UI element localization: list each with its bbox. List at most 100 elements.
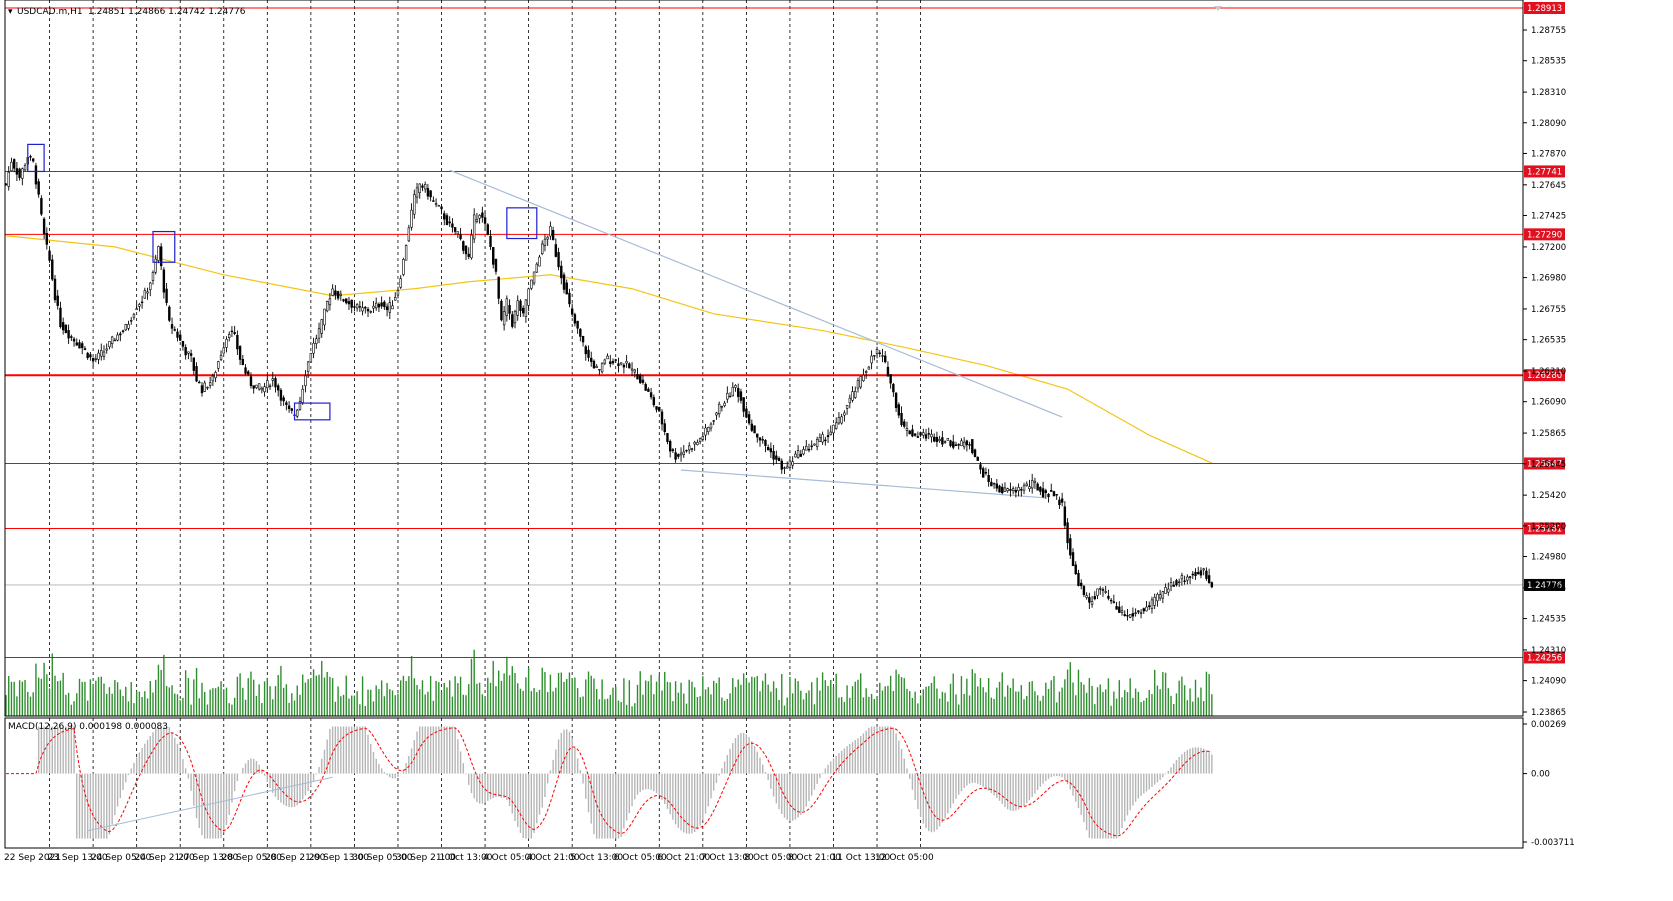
candle-body: [884, 355, 887, 363]
candle-body: [930, 434, 933, 438]
volume-bar: [1143, 700, 1145, 716]
volume-bar: [353, 695, 356, 716]
volume-bar: [146, 698, 149, 716]
volume-bar: [152, 692, 154, 716]
candle-body: [127, 323, 130, 329]
candle-body: [481, 212, 484, 218]
volume-bar: [1077, 669, 1080, 716]
pattern-box[interactable]: [27, 143, 45, 173]
horizontal-levels[interactable]: 1.28913 1.27741 1.27290 1.26280 1.25647 1.251…: [5, 2, 1565, 664]
volume-bar: [574, 677, 576, 716]
candle-body: [513, 311, 517, 324]
volume-bar: [680, 682, 682, 716]
candle-body: [775, 455, 778, 460]
candle-body: [1050, 490, 1053, 492]
volume-bar: [718, 677, 720, 716]
volume-bar: [438, 682, 440, 716]
candle-body: [717, 403, 721, 415]
volume-bar: [587, 671, 590, 716]
volume-bar: [742, 673, 745, 716]
volume-bar: [228, 703, 230, 716]
price-tick-label: 1.26535: [1531, 336, 1566, 346]
volume-bar: [65, 694, 67, 716]
volume-bar: [111, 693, 113, 716]
volume-bar: [492, 660, 494, 716]
candle-body: [37, 181, 40, 195]
price-tick-label: 1.25200: [1531, 522, 1566, 532]
time-tick-label: 27 Sep 13:00: [178, 853, 238, 863]
price-tick-label: 1.24980: [1531, 553, 1566, 563]
pattern-boxes[interactable]: [27, 143, 538, 421]
candle-body: [603, 359, 607, 364]
volume-bar: [971, 669, 974, 716]
volume-bar: [595, 689, 598, 716]
scroll-marker-icon[interactable]: [1214, 6, 1222, 11]
trendline[interactable]: [449, 169, 1063, 418]
volume-bar: [1183, 685, 1186, 716]
candle-body: [666, 433, 669, 442]
level-label-bg: [1524, 165, 1565, 178]
candle-body: [639, 374, 642, 383]
macd-tick-label: 0.00: [1531, 770, 1550, 780]
volume-bar: [889, 675, 892, 716]
candle-body: [682, 451, 685, 455]
candle-body: [233, 332, 236, 334]
candle-body: [418, 183, 421, 193]
price-tick-label: 1.25865: [1531, 429, 1566, 439]
volume-bar: [86, 700, 89, 716]
candle-body: [249, 376, 253, 387]
pattern-box[interactable]: [293, 402, 331, 421]
volume-bar: [1031, 681, 1033, 716]
candle-body: [753, 425, 756, 434]
candle-body: [595, 365, 598, 368]
candle-body: [157, 246, 160, 261]
volume-bar: [816, 677, 818, 716]
candle-body: [685, 449, 688, 452]
candle-body: [908, 430, 911, 435]
candle-body: [747, 414, 751, 424]
candle-body: [100, 350, 103, 357]
volume-bar: [764, 673, 767, 716]
volume-bar: [239, 673, 241, 716]
candle-body: [614, 359, 617, 361]
time-tick-label: 12 Oct 05:00: [875, 853, 934, 863]
candle-body: [266, 380, 269, 389]
volume-bar: [677, 692, 680, 716]
volume-bar: [280, 665, 282, 716]
volume-bar: [18, 680, 21, 716]
volume-bar: [35, 663, 37, 716]
candle-body: [794, 453, 797, 458]
trendline[interactable]: [681, 469, 1046, 499]
candle-body: [1101, 589, 1105, 591]
candle-body: [309, 353, 313, 363]
volume-bar: [797, 681, 799, 716]
candle-body: [323, 308, 326, 326]
volume-bar: [985, 692, 987, 716]
volume-bar: [1181, 676, 1183, 716]
volume-bar: [884, 686, 886, 716]
candle-body: [1107, 595, 1110, 599]
volume-bar: [781, 673, 783, 716]
price-tick-label: 1.26755: [1531, 305, 1566, 315]
candle-body: [162, 269, 166, 293]
pattern-box[interactable]: [506, 207, 538, 240]
candle-body: [353, 306, 356, 308]
volume-bar: [612, 687, 614, 716]
volume-bar: [1058, 691, 1061, 716]
volume-bar: [911, 697, 914, 716]
candle-body: [952, 441, 955, 448]
volume-bar: [636, 684, 639, 716]
level-label: 1.28913: [1527, 4, 1562, 14]
macd-trendline: [87, 776, 333, 832]
macd-signal-line: [6, 727, 1212, 837]
volume-bar: [530, 691, 533, 716]
candle-body: [1188, 576, 1192, 578]
symbol-arrow[interactable]: ▾: [8, 7, 13, 17]
candle-body: [693, 441, 696, 445]
volume-bar: [947, 701, 949, 716]
pattern-box[interactable]: [152, 230, 176, 263]
trendlines[interactable]: [449, 169, 1063, 499]
volume-bar: [427, 691, 429, 716]
